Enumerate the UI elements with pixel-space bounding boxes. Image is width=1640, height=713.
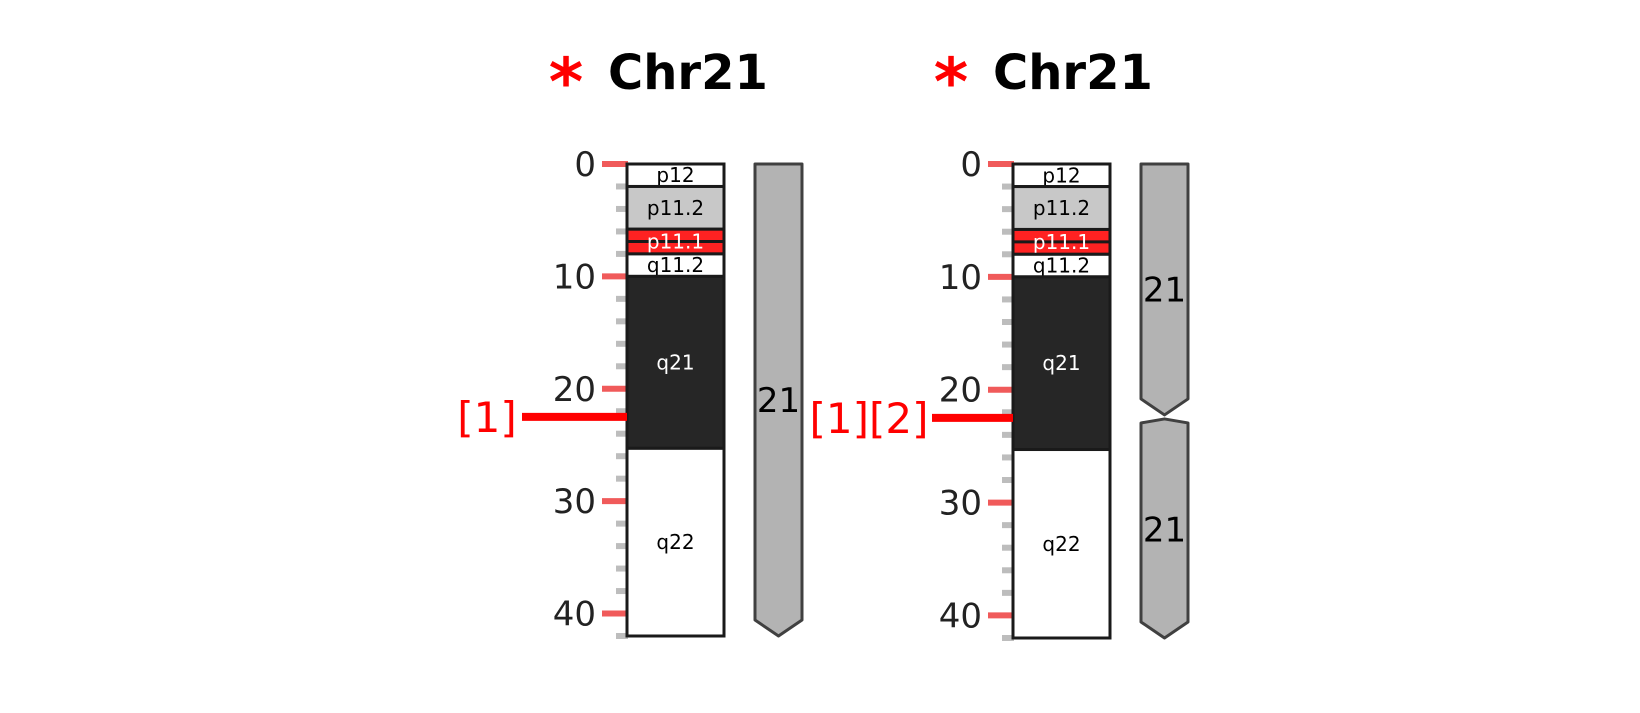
band-label: p12 — [1042, 163, 1080, 187]
axis-tick-label: 30 — [553, 482, 596, 522]
axis-tick-label: 20 — [553, 370, 596, 410]
band-label: p11.2 — [1033, 196, 1090, 220]
axis-tick-label: 0 — [960, 145, 982, 185]
segment-label: 21 — [757, 381, 800, 421]
axis-tick-label: 0 — [574, 145, 596, 185]
axis-tick-label: 20 — [939, 371, 982, 411]
band-label: q22 — [1042, 532, 1080, 556]
band-q22 — [1011, 448, 1112, 640]
panel-title: Chr21 — [993, 45, 1153, 101]
panel-star: * — [934, 44, 969, 121]
axis-tick-label: 30 — [939, 484, 982, 524]
axis-tick-label: 10 — [553, 257, 596, 297]
band-q21 — [625, 274, 726, 450]
chromosome-segment — [753, 162, 804, 638]
band-label: q22 — [656, 530, 694, 554]
breakpoint-label: [1][2] — [810, 394, 929, 443]
band-label: p12 — [656, 163, 694, 187]
band-label: p11.1 — [647, 230, 704, 254]
axis-tick-label: 10 — [939, 258, 982, 298]
band-label: q11.2 — [1033, 254, 1090, 278]
axis-tick-label: 40 — [553, 595, 596, 635]
breakpoint-label: [1] — [457, 393, 517, 442]
band-label: q11.2 — [647, 253, 704, 277]
band-label: q21 — [1042, 351, 1080, 375]
segment-label: 21 — [1143, 270, 1186, 310]
chromosome-segment — [1139, 417, 1190, 640]
panel-title: Chr21 — [608, 45, 768, 101]
band-p11-2 — [625, 184, 726, 231]
chromosome-segment — [1139, 162, 1190, 417]
band-label: p11.2 — [647, 196, 704, 220]
band-label: q21 — [656, 350, 694, 374]
axis-tick-label: 40 — [939, 596, 982, 636]
panel-star: * — [549, 44, 584, 121]
segment-label: 21 — [1143, 510, 1186, 550]
band-label: p11.1 — [1033, 230, 1090, 254]
band-q22 — [625, 446, 726, 638]
